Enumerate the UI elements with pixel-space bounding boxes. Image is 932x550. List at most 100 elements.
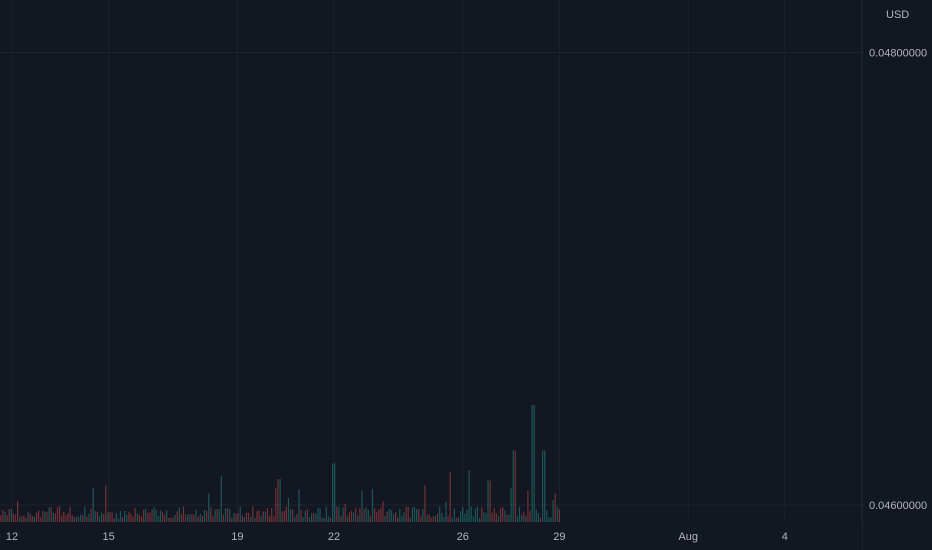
volume-bar: [151, 509, 153, 522]
currency-label: USD: [886, 9, 909, 21]
volume-bar: [155, 509, 157, 522]
volume-bar: [376, 512, 378, 522]
volume-bar: [445, 501, 447, 522]
volume-bar: [38, 510, 40, 522]
volume-bar: [187, 514, 189, 522]
volume-bar: [69, 507, 71, 522]
x-tick-label: 22: [328, 531, 340, 543]
volume-bar: [485, 513, 487, 522]
volume-bar: [334, 463, 336, 522]
volume-bar: [113, 517, 115, 522]
volume-bar: [180, 514, 182, 522]
volume-bar: [550, 517, 552, 522]
volume-bar: [285, 506, 287, 522]
volume-bar: [472, 516, 474, 522]
volume-bar: [149, 512, 151, 522]
volume-bar: [390, 510, 392, 522]
volume-bar: [56, 507, 59, 522]
volume-bar: [462, 506, 464, 522]
volume-bar: [392, 514, 395, 522]
volume-bar: [348, 512, 350, 522]
volume-bar: [546, 510, 548, 522]
volume-bar: [199, 513, 201, 522]
volume-bar: [31, 516, 33, 522]
volume-bar: [521, 514, 523, 522]
volume-bar: [443, 516, 445, 522]
volume-bar: [371, 488, 374, 522]
volume-bar: [453, 508, 455, 522]
volume-bar: [237, 513, 239, 522]
volume-bar: [235, 513, 237, 522]
volume-bar: [134, 508, 136, 522]
volume-bar: [495, 513, 497, 522]
volume-bar: [304, 510, 306, 522]
volume-bar: [218, 509, 220, 522]
volume-bar: [92, 488, 94, 522]
volume-bar: [508, 514, 510, 522]
volume-bar: [52, 512, 54, 522]
volume-bar: [250, 516, 252, 522]
volume-bar: [46, 512, 48, 522]
volume-bar: [451, 517, 453, 522]
x-tick-label: 15: [102, 531, 114, 543]
volume-bar: [411, 507, 413, 522]
volume-bar: [428, 514, 430, 522]
volume-bar: [290, 509, 292, 522]
volume-bar: [138, 514, 140, 522]
volume-bar: [19, 516, 21, 522]
volume-bar: [143, 509, 145, 522]
time-axis-bg: [0, 522, 862, 550]
volume-bar: [271, 508, 273, 522]
volume-bar: [363, 508, 365, 522]
volume-bar: [222, 514, 224, 522]
volume-bar: [510, 488, 512, 522]
volume-bar: [126, 515, 128, 522]
volume-bar: [481, 507, 483, 522]
volume-bar: [432, 516, 434, 522]
volume-bar: [157, 515, 159, 522]
volume-bar: [224, 508, 227, 522]
volume-bar: [384, 515, 386, 522]
volume-bar: [449, 472, 451, 522]
volume-bar: [117, 517, 119, 522]
volume-bar: [203, 509, 206, 522]
volume-bar: [401, 515, 403, 522]
volume-bar: [502, 507, 504, 522]
volume-bar: [468, 470, 470, 522]
volume-bar: [103, 513, 105, 522]
volume-bar: [350, 511, 353, 522]
volume-bar: [75, 516, 77, 522]
x-tick-label: 26: [457, 531, 469, 543]
volume-bar: [245, 512, 248, 522]
volume-bar: [298, 489, 300, 522]
time-axis[interactable]: 12 15 19 22 26 29 Aug 4: [0, 522, 862, 550]
volume-bar: [355, 508, 357, 522]
volume-bar: [29, 513, 31, 522]
volume-bar: [27, 512, 29, 522]
volume-bar: [264, 511, 266, 522]
volume-bar: [311, 513, 313, 522]
volume-bar: [63, 511, 65, 522]
volume-bar: [122, 517, 124, 522]
volume-bar: [128, 512, 130, 522]
volume-bar: [531, 405, 533, 522]
volume-bar: [14, 514, 17, 522]
volume-bar: [6, 514, 8, 522]
volume-bar: [539, 517, 542, 522]
price-axis[interactable]: 0.070000000.068000000.066000000.06000000…: [861, 0, 927, 550]
volume-bar: [254, 517, 256, 522]
volume-bar: [159, 510, 161, 522]
volume-bar: [332, 463, 334, 522]
volume-bar: [4, 512, 6, 522]
volume-bar: [266, 508, 269, 522]
volume-bar: [529, 510, 531, 522]
volume-bar: [130, 513, 132, 522]
volume-bar: [212, 516, 214, 522]
volume-bar: [260, 516, 262, 522]
x-tick-label: 19: [231, 531, 243, 543]
volume-bar: [269, 515, 271, 522]
volume-bar: [382, 501, 384, 522]
volume-bar: [466, 509, 468, 522]
